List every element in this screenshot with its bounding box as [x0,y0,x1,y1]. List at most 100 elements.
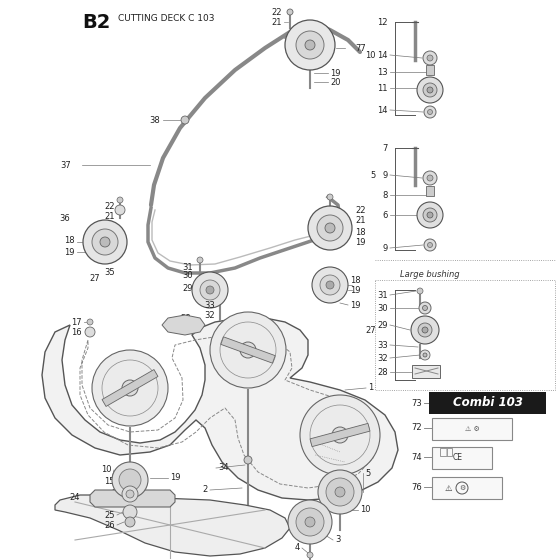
Text: CUTTING DECK C 103: CUTTING DECK C 103 [118,14,214,23]
Text: 22: 22 [272,7,282,16]
Circle shape [427,242,432,248]
Text: 73: 73 [411,399,422,408]
Circle shape [210,312,286,388]
Circle shape [423,208,437,222]
Circle shape [200,280,220,300]
Circle shape [418,323,432,337]
Text: 36: 36 [59,213,70,222]
Circle shape [423,353,427,357]
Text: 19: 19 [64,248,75,256]
Circle shape [417,288,423,294]
Circle shape [427,175,433,181]
Text: 35: 35 [104,268,115,277]
Circle shape [424,106,436,118]
Text: 29: 29 [377,320,388,329]
Text: 8: 8 [382,190,388,199]
Text: 22: 22 [105,202,115,211]
Circle shape [122,380,138,396]
Text: 27: 27 [90,273,100,282]
Text: 6: 6 [382,211,388,220]
Text: 22: 22 [355,206,366,214]
Text: 77: 77 [355,44,366,53]
Circle shape [287,9,293,15]
Text: 19: 19 [350,301,361,310]
Circle shape [320,275,340,295]
Text: B2: B2 [82,13,110,32]
Text: 33: 33 [377,340,388,349]
Text: 31: 31 [183,263,193,272]
Text: 13: 13 [377,68,388,77]
Circle shape [326,281,334,289]
Text: 20: 20 [330,77,340,86]
Text: 19: 19 [330,68,340,77]
Text: 15: 15 [105,478,115,487]
Text: I: I [445,449,447,458]
Text: 10: 10 [101,465,112,474]
Text: 32: 32 [377,353,388,362]
Circle shape [423,51,437,65]
Circle shape [411,316,439,344]
Text: 29: 29 [183,283,193,292]
Circle shape [85,327,95,337]
Text: 19: 19 [170,474,180,483]
Text: 37: 37 [60,161,71,170]
Circle shape [192,272,228,308]
Circle shape [326,478,354,506]
Circle shape [325,223,335,233]
Text: 24: 24 [69,493,80,502]
Circle shape [285,20,335,70]
Text: 14: 14 [377,105,388,114]
Text: 2: 2 [203,486,208,494]
Text: 11: 11 [377,83,388,92]
Text: 4: 4 [295,544,300,553]
Circle shape [427,212,433,218]
Polygon shape [55,495,290,556]
Text: 23: 23 [111,488,122,497]
Circle shape [244,456,252,464]
Circle shape [117,197,123,203]
Text: 19: 19 [355,237,366,246]
Text: 21: 21 [272,17,282,26]
Text: 18: 18 [355,227,366,236]
Circle shape [100,237,110,247]
Bar [426,65,434,75]
Circle shape [92,350,168,426]
Polygon shape [412,365,440,378]
Text: 21: 21 [105,212,115,221]
Text: 30: 30 [377,304,388,312]
Text: 10: 10 [360,506,371,515]
Circle shape [123,505,137,519]
Text: 16: 16 [71,328,82,337]
Circle shape [197,257,203,263]
Circle shape [126,490,134,498]
Circle shape [427,87,433,93]
Text: 9: 9 [382,170,388,180]
Text: 28: 28 [377,367,388,376]
Text: 34: 34 [218,464,228,473]
Text: 76: 76 [411,483,422,492]
Circle shape [119,469,141,491]
Bar [432,447,492,469]
Circle shape [83,220,127,264]
Text: ⚠ ⚙: ⚠ ⚙ [465,426,479,432]
Circle shape [181,116,189,124]
Polygon shape [42,318,398,500]
Circle shape [122,486,138,502]
Bar [432,477,502,499]
Bar [440,448,452,456]
Circle shape [422,327,428,333]
Polygon shape [310,423,370,447]
Circle shape [305,517,315,527]
Circle shape [420,350,430,360]
Text: 7: 7 [382,143,388,152]
Text: 25: 25 [105,511,115,520]
Circle shape [125,517,135,527]
Circle shape [427,110,432,114]
Circle shape [422,306,427,310]
Text: 18: 18 [350,276,361,284]
Text: ⚠: ⚠ [444,483,452,492]
Circle shape [427,55,433,61]
Circle shape [296,31,324,59]
Text: 19: 19 [350,286,361,295]
Text: 1: 1 [368,384,374,393]
